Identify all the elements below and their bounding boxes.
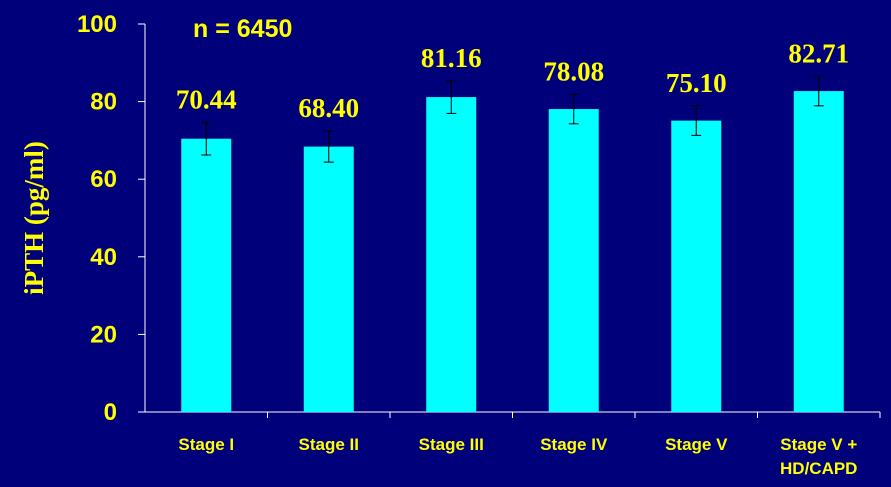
error-bar (568, 93, 579, 125)
value-label: 75.10 (666, 68, 727, 98)
value-label: 81.16 (421, 43, 482, 73)
bar (671, 120, 722, 412)
y-tick-label: 80 (90, 89, 117, 116)
error-bars (201, 75, 824, 163)
bar (548, 109, 599, 413)
sample-size-annotation: n = 6450 (193, 15, 292, 43)
bar (793, 91, 844, 412)
y-ticks: 0 20 40 60 80 100 (77, 11, 145, 426)
category-label: Stage III (419, 435, 484, 454)
bar (181, 138, 232, 412)
category-label: Stage V + HD/CAPD (780, 435, 857, 478)
bar (426, 97, 477, 413)
y-tick-label: 0 (104, 399, 117, 426)
error-bar (323, 130, 334, 163)
category-labels: Stage I Stage II Stage III Stage IV Stage V S… (178, 435, 857, 478)
category-label: Stage I (178, 435, 234, 454)
value-label: 78.08 (543, 56, 604, 86)
bar (303, 146, 354, 412)
y-axis-title: iPTH (pg/ml) (19, 141, 49, 295)
error-bar (813, 75, 824, 107)
value-label: 70.44 (176, 84, 237, 114)
bars (181, 91, 844, 413)
value-label: 68.40 (298, 93, 359, 123)
y-tick-label: 40 (90, 244, 117, 271)
category-label: Stage II (299, 435, 359, 454)
y-tick-label: 20 (90, 321, 117, 348)
category-label: Stage IV (540, 435, 608, 454)
error-bar (691, 105, 702, 136)
y-tick-label: 100 (77, 11, 117, 38)
y-tick-label: 60 (90, 166, 117, 193)
category-label: Stage V (665, 435, 728, 454)
error-bar (446, 80, 457, 114)
x-ticks (267, 412, 881, 418)
value-label: 82.71 (788, 38, 849, 68)
value-labels: 70.44 68.40 81.16 78.08 75.10 82.71 (176, 38, 849, 123)
error-bar (201, 121, 212, 156)
